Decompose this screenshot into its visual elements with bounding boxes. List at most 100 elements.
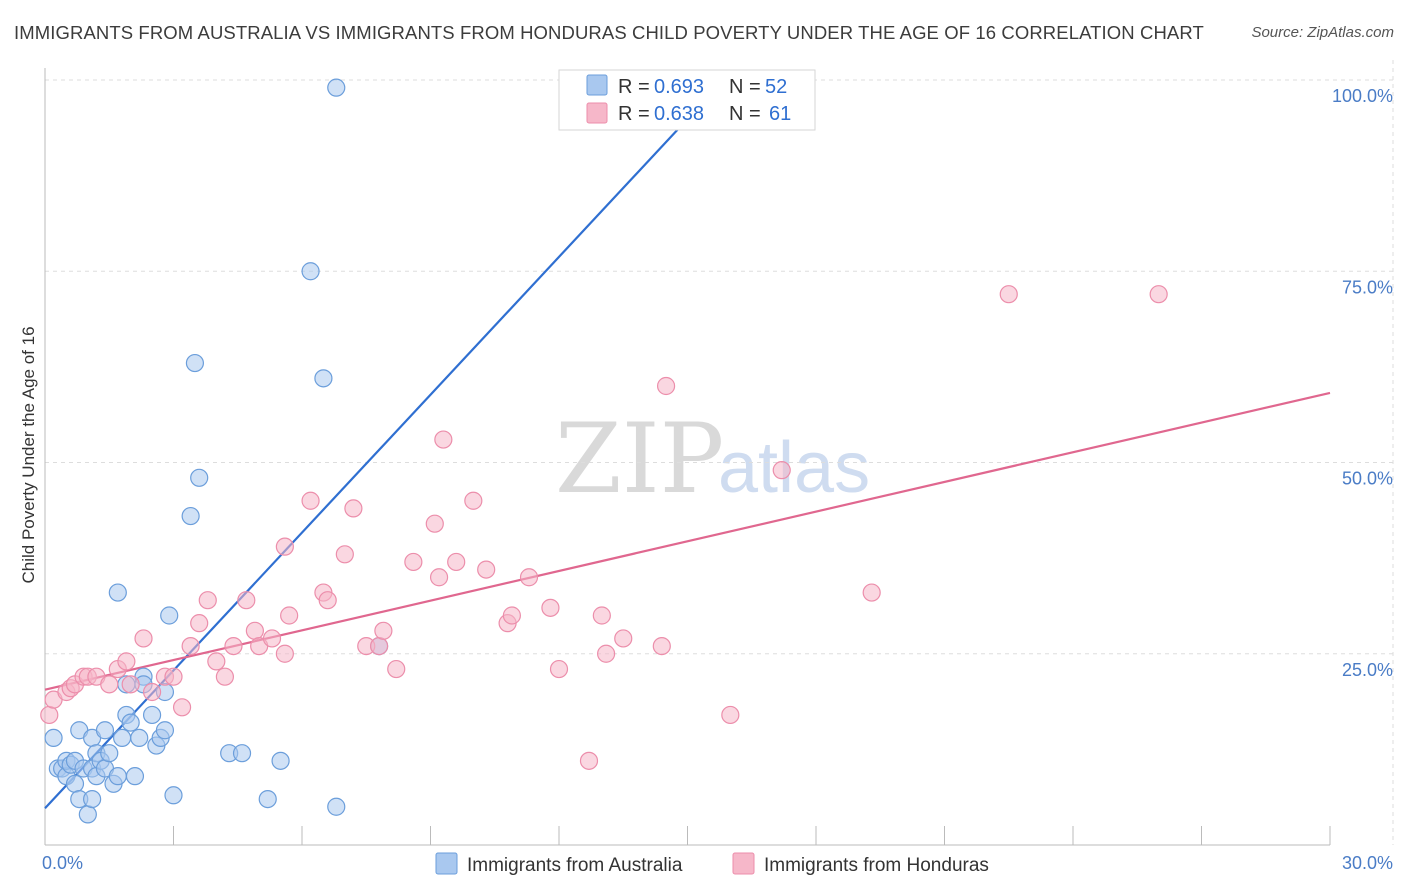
honduras-point-38	[387, 659, 406, 679]
honduras-point-39	[404, 552, 423, 572]
legend-n-value-honduras: 61	[769, 103, 791, 125]
australia-point-47	[314, 369, 333, 388]
honduras-point-51	[579, 751, 599, 770]
honduras-point-33	[335, 545, 354, 564]
honduras-point-60	[1149, 285, 1168, 304]
honduras-point-29	[275, 537, 294, 556]
legend-r-label-honduras: R =	[618, 103, 650, 125]
honduras-point-36	[370, 636, 389, 656]
honduras-point-21	[215, 667, 234, 686]
y-tick-label-1: 50.0%	[1342, 469, 1393, 489]
australia-point-28	[125, 767, 145, 786]
australia-point-6	[65, 774, 85, 793]
honduras-point-58	[862, 583, 881, 602]
australia-point-18	[95, 721, 115, 740]
honduras-point-55	[652, 636, 671, 656]
honduras-point-61	[656, 376, 676, 396]
honduras-point-17	[181, 636, 200, 656]
honduras-point-12	[134, 629, 153, 648]
honduras-point-57	[772, 461, 791, 480]
chart-title: IMMIGRANTS FROM AUSTRALIA VS IMMIGRANTS …	[14, 22, 1204, 43]
y-tick-label-0: 25.0%	[1342, 660, 1393, 680]
y-tick-label-3: 100.0%	[1332, 86, 1393, 106]
australia-point-38	[164, 786, 183, 805]
honduras-point-30	[301, 491, 320, 510]
honduras-point-45	[477, 560, 496, 579]
honduras-point-23	[237, 591, 256, 610]
y-axis-label: Child Poverty Under the Age of 16	[19, 326, 38, 583]
australia-point-43	[232, 744, 252, 763]
australia-point-0	[44, 728, 63, 748]
x-tick-label-1: 30.0%	[1342, 853, 1393, 873]
watermark-zip: ZIP	[555, 403, 724, 515]
legend-n-label-australia: N =	[729, 76, 761, 98]
watermark: ZIP atlas	[555, 403, 870, 515]
honduras-point-8	[100, 675, 119, 694]
legend-r-value-australia: 0.693	[654, 76, 704, 98]
honduras-point-44	[464, 491, 483, 510]
australia-point-39	[181, 506, 200, 526]
honduras-point-41	[429, 568, 449, 587]
honduras-point-15	[164, 667, 183, 686]
honduras-point-34	[344, 499, 363, 518]
legend-swatch-australia	[586, 74, 608, 96]
honduras-point-28	[280, 606, 299, 625]
bottom-legend-swatch-honduras	[732, 852, 755, 875]
bottom-legend-label-honduras: Immigrants from Honduras	[764, 855, 989, 876]
legend-r-label-australia: R =	[618, 76, 650, 98]
bottom-legend-swatch-australia	[435, 852, 458, 875]
australia-point-48	[327, 797, 346, 816]
axis-ticks: 25.0% 50.0% 75.0% 100.0% 0.0% 30.0%	[42, 86, 1393, 873]
honduras-point-52	[592, 606, 611, 625]
legend-swatch-honduras	[586, 102, 608, 124]
honduras-point-47	[502, 606, 521, 625]
australia-point-12	[83, 789, 102, 809]
honduras-point-11	[121, 675, 140, 694]
honduras-point-56	[721, 705, 740, 725]
honduras-point-48	[519, 568, 539, 587]
australia-point-46	[301, 262, 320, 281]
australia-point-22	[108, 767, 127, 786]
australia-point-50	[327, 78, 346, 97]
australia-point-40	[190, 468, 209, 487]
honduras-point-22	[224, 636, 243, 656]
series-honduras-points	[40, 285, 1168, 770]
australia-point-24	[112, 728, 132, 748]
honduras-point-42	[434, 430, 453, 449]
australia-point-37	[160, 606, 179, 625]
watermark-atlas: atlas	[718, 428, 870, 508]
australia-point-23	[108, 583, 127, 602]
legend-n-value-australia: 52	[765, 76, 787, 98]
honduras-point-40	[425, 514, 444, 533]
honduras-point-10	[117, 652, 136, 671]
honduras-point-20	[207, 652, 226, 671]
honduras-point-16	[172, 698, 192, 717]
australia-point-45	[271, 751, 290, 770]
honduras-point-54	[614, 629, 633, 648]
australia-point-20	[100, 744, 119, 763]
correlation-legend: R = 0.693 N = 52 R = 0.638 N = 61	[558, 69, 816, 131]
honduras-point-18	[190, 614, 209, 633]
honduras-point-0	[40, 705, 59, 725]
honduras-point-27	[275, 644, 294, 663]
australia-point-36	[155, 721, 175, 740]
y-tick-label-2: 75.0%	[1342, 277, 1393, 297]
honduras-point-49	[541, 598, 560, 617]
honduras-point-59	[999, 285, 1018, 304]
chart-source: Source: ZipAtlas.com	[1251, 24, 1394, 41]
australia-point-44	[258, 789, 277, 809]
honduras-point-53	[597, 644, 616, 663]
legend-n-label-honduras: N =	[729, 103, 761, 125]
honduras-point-50	[549, 659, 569, 679]
legend-r-value-honduras: 0.638	[654, 103, 704, 125]
australia-point-11	[78, 805, 97, 824]
honduras-point-32	[318, 591, 337, 610]
honduras-point-19	[198, 591, 217, 610]
grid	[45, 60, 1394, 845]
series-legend: Immigrants from Australia Immigrants fro…	[435, 852, 989, 876]
honduras-point-37	[374, 621, 393, 640]
honduras-point-43	[447, 552, 466, 572]
honduras-point-24	[245, 621, 264, 640]
australia-point-27	[121, 713, 140, 732]
